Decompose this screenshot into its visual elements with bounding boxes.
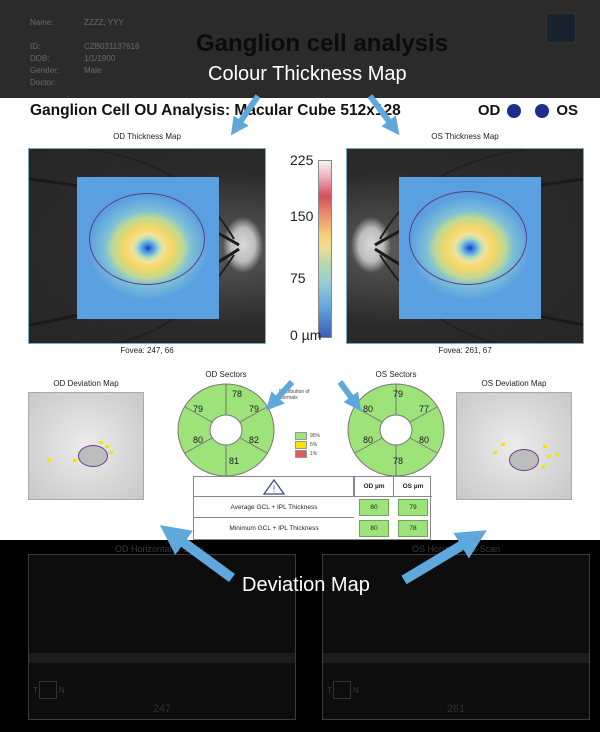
col-od: OD µm — [354, 477, 393, 497]
legend-swatch-1 — [295, 450, 307, 458]
od-deviation-ring — [78, 445, 108, 467]
os-thickness-title: OS Thickness Map — [431, 132, 499, 141]
bg-dob-row: DOB: 1/1/1900 — [30, 54, 116, 63]
od-ellipse-ring — [89, 193, 205, 285]
arrow-colour-od — [230, 94, 261, 136]
row-average-label: Average GCL + IPL Thickness — [194, 497, 354, 518]
od-bscan-t: T — [33, 686, 38, 695]
os-dot-icon — [535, 103, 550, 118]
legend-title: Distribution of Normals — [279, 389, 310, 401]
os-ellipse-ring — [409, 191, 527, 285]
os-abnormal-spot — [555, 453, 559, 456]
legend-label-95: 95% — [310, 433, 321, 439]
background-header: Name: ZZZZ, YYY ID: CZB031137616 DOB: 1/1/1… — [0, 0, 600, 98]
od-bscan-retina-layer — [29, 653, 295, 663]
normals-legend: Distribution of Normals — [279, 389, 339, 402]
od-sector-diagram — [177, 383, 275, 477]
bg-id-row: ID: CZB031137616 — [30, 42, 140, 51]
od-abnormal-spot — [99, 441, 103, 444]
eye-legend: OD OS — [478, 102, 578, 119]
os-fovea-label: Fovea: 261, 67 — [438, 346, 492, 355]
os-abnormal-spot — [541, 465, 545, 468]
bg-name-row: Name: ZZZZ, YYY — [30, 18, 124, 27]
scale-label-225: 225 — [290, 152, 314, 168]
thickness-color-scale — [318, 160, 332, 338]
os-sectors-title: OS Sectors — [375, 370, 417, 379]
od-dot-icon — [507, 103, 522, 118]
legend-swatch-95 — [295, 432, 307, 440]
os-label: OS — [556, 102, 578, 119]
annotation-deviation-map: Deviation Map — [242, 574, 370, 596]
os-bscan-number: 261 — [446, 703, 466, 715]
od-sectors-title: OD Sectors — [205, 370, 247, 379]
scale-label-0: 0 µm — [290, 327, 322, 343]
od-thickness-title: OD Thickness Map — [113, 132, 181, 141]
os-deviation-map — [456, 392, 572, 500]
od-label: OD — [477, 102, 501, 119]
os-bscan-t: T — [327, 686, 332, 695]
arrow-sector-os — [337, 380, 362, 412]
os-abnormal-spot — [493, 451, 497, 454]
od-abnormal-spot — [105, 445, 109, 448]
os-bscan-retina-layer — [323, 653, 589, 663]
os-abnormal-spot — [501, 443, 505, 446]
os-bscan-n: N — [353, 686, 359, 695]
os-bscan: T N 261 — [322, 554, 590, 720]
legend-swatch-5 — [295, 441, 307, 449]
od-abnormal-spot — [109, 451, 113, 454]
annotation-sector-map: Sector Map — [262, 352, 365, 374]
bg-doctor-row: Doctor: — [30, 78, 56, 87]
od-bscan-orientation-icon — [39, 681, 57, 699]
od-bscan-n: N — [59, 686, 65, 695]
col-os: OS µm — [393, 477, 432, 497]
legend-label-1: 1% — [310, 451, 318, 457]
os-bscan-orientation-icon — [333, 681, 351, 699]
os-abnormal-spot — [543, 445, 547, 448]
arrow-deviation-os — [401, 530, 487, 585]
warning-cell: ! — [194, 477, 354, 497]
report-title: Ganglion Cell OU Analysis: Macular Cube … — [30, 102, 401, 119]
od-bscan-label: OD Horizontal B-Scan — [115, 544, 204, 554]
od-fovea-label: Fovea: 247, 66 — [120, 346, 174, 355]
scale-label-75: 75 — [290, 270, 306, 286]
legend-label-5: 5% — [310, 442, 318, 448]
od-bscan-number: 247 — [152, 703, 172, 715]
arrow-colour-os — [367, 94, 400, 136]
od-deviation-map — [28, 392, 144, 500]
zeiss-logo-icon — [546, 13, 576, 43]
arrow-deviation-od — [159, 525, 235, 583]
ganglion-report: Ganglion Cell OU Analysis: Macular Cube … — [0, 98, 600, 540]
avg-os-value: 79 — [398, 499, 428, 516]
od-bscan: T N 247 — [28, 554, 296, 720]
os-sector-diagram — [347, 383, 445, 477]
min-os-value: 78 — [398, 520, 428, 537]
bg-gender-row: Gender: Male — [30, 66, 102, 75]
scale-label-150: 150 — [290, 208, 314, 224]
row-minimum-label: Minimum GCL + IPL Thickness — [229, 525, 319, 532]
od-abnormal-spot — [47, 459, 51, 462]
os-deviation-ring — [509, 449, 539, 471]
arrow-sector-od — [265, 379, 295, 411]
warning-triangle-icon: ! — [262, 478, 285, 495]
os-thickness-map — [346, 148, 584, 344]
avg-od-value: 80 — [359, 499, 389, 516]
annotation-colour-thickness-map: Colour Thickness Map — [208, 63, 407, 85]
os-deviation-title: OS Deviation Map — [481, 379, 547, 388]
od-abnormal-spot — [73, 459, 77, 462]
bg-title: Ganglion cell analysis — [196, 30, 449, 57]
os-abnormal-spot — [547, 455, 551, 458]
min-od-value: 80 — [359, 520, 389, 537]
od-thickness-map — [28, 148, 266, 344]
warning-symbol: ! — [272, 484, 275, 494]
od-deviation-title: OD Deviation Map — [53, 379, 119, 388]
gcl-ipl-table: ! OD µm OS µm Average GCL + IPL Thicknes… — [193, 476, 432, 540]
